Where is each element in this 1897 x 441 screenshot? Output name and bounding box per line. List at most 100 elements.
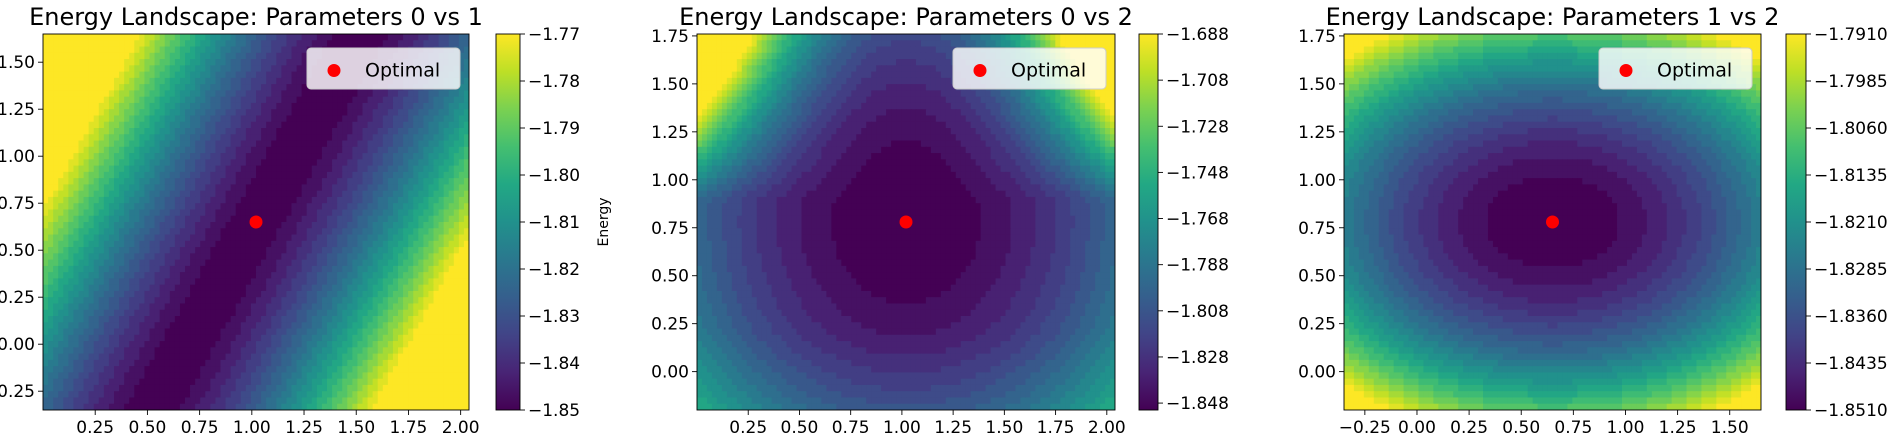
colorbar-tick-label: −1.708	[1166, 71, 1229, 91]
colorbar-tick-label: −1.8510	[1814, 401, 1888, 421]
colorbar-tick-label: −1.848	[1166, 394, 1229, 414]
colorbar-tick-label: −1.8435	[1814, 354, 1888, 374]
x-tick-label: 1.75	[390, 418, 428, 438]
colorbar-tick-label: −1.8285	[1814, 260, 1888, 280]
x-tick-label: 1.50	[1711, 418, 1749, 438]
chart-title: Energy Landscape: Parameters 0 vs 1	[29, 3, 483, 31]
colorbar-gradient	[496, 34, 520, 410]
y-tick-label: 0.50	[1298, 267, 1336, 287]
x-tick-label: −0.25	[1339, 418, 1391, 438]
y-axis: −0.25 0.00 0.25 0.50 0.75 1.00 1.25 1.50	[0, 53, 43, 402]
y-tick-label: −0.25	[0, 382, 35, 402]
colorbar: −1.688 −1.708 −1.728 −1.748 −1.768 −1.788 −1.8…	[1138, 25, 1229, 414]
x-tick-label: 1.25	[934, 418, 972, 438]
chart-title: Energy Landscape: Parameters 0 vs 2	[679, 3, 1133, 31]
x-axis: 0.25 0.50 0.75 1.00 1.25 1.50 1.75 2.00	[729, 410, 1126, 438]
colorbar-tick-label: −1.748	[1166, 163, 1229, 183]
x-tick-label: 1.25	[1659, 418, 1697, 438]
axes-frame	[696, 33, 1116, 411]
colorbar-tick-label: −1.788	[1166, 256, 1229, 276]
colorbar-gradient	[1139, 34, 1158, 410]
x-tick-label: 2.00	[442, 418, 480, 438]
legend-marker	[973, 64, 987, 77]
chart-panel-2: −0.25 0.00 0.25 0.50 0.75 1.00 1.25 1.50 0.00 0.2…	[1298, 3, 1888, 438]
legend-marker	[327, 64, 341, 77]
y-tick-label: 1.00	[651, 171, 689, 191]
legend-marker	[1619, 64, 1633, 77]
colorbar-frame	[1138, 33, 1159, 411]
y-tick-label: 1.50	[0, 53, 35, 73]
colorbar-tick-label: −1.85	[528, 401, 580, 421]
y-tick-label: 0.50	[0, 241, 35, 261]
colorbar-tick-label: −1.84	[528, 354, 580, 374]
x-tick-label: 1.75	[1037, 418, 1075, 438]
y-tick-label: 0.00	[1298, 363, 1336, 383]
y-tick-label: 1.25	[651, 123, 689, 143]
colorbar-tick-label: −1.81	[528, 213, 580, 233]
optimal-point	[1546, 215, 1559, 229]
colorbar-tick-label: −1.808	[1166, 302, 1229, 322]
colorbar-tick-label: −1.77	[528, 25, 580, 45]
x-tick-label: 0.50	[128, 418, 166, 438]
colorbar-tick-label: −1.79	[528, 119, 580, 139]
y-tick-label: 1.50	[651, 75, 689, 95]
y-tick-label: 0.75	[651, 219, 689, 239]
y-tick-label: 0.75	[0, 194, 35, 214]
chart-panel-0: 0.25 0.50 0.75 1.00 1.25 1.50 1.75 2.00 −0.25 0.0…	[0, 3, 612, 438]
colorbar-tick-label: −1.83	[528, 307, 580, 327]
axes-frame	[1343, 33, 1762, 411]
x-tick-label: 0.50	[1502, 418, 1540, 438]
x-tick-label: 0.50	[781, 418, 819, 438]
x-axis: −0.25 0.00 0.25 0.50 0.75 1.00 1.25 1.50	[1339, 410, 1749, 438]
colorbar-tick-label: −1.8360	[1814, 307, 1888, 327]
y-tick-label: 1.75	[651, 27, 689, 47]
x-tick-label: 0.25	[729, 418, 767, 438]
x-tick-label: 1.50	[337, 418, 375, 438]
colorbar-tick-label: −1.7910	[1814, 25, 1888, 45]
x-tick-label: 2.00	[1088, 418, 1126, 438]
colorbar-tick-label: −1.82	[528, 260, 580, 280]
x-tick-label: 0.75	[1554, 418, 1592, 438]
colorbar-gradient	[1786, 34, 1806, 410]
x-tick-label: 1.25	[285, 418, 323, 438]
x-tick-label: 1.00	[1607, 418, 1645, 438]
colorbar-tick-label: −1.728	[1166, 117, 1229, 137]
legend-box	[1598, 47, 1753, 90]
y-tick-label: 0.00	[0, 335, 35, 355]
legend: Optimal	[306, 47, 461, 90]
legend: Optimal	[1598, 47, 1753, 90]
y-tick-label: 0.75	[1298, 219, 1336, 239]
legend-label: Optimal	[365, 60, 440, 82]
y-axis: 0.00 0.25 0.50 0.75 1.00 1.25 1.50 1.75	[1298, 27, 1344, 383]
colorbar-tick-label: −1.8060	[1814, 119, 1888, 139]
y-tick-label: 1.00	[1298, 171, 1336, 191]
chart-title: Energy Landscape: Parameters 1 vs 2	[1326, 3, 1780, 31]
colorbar-tick-label: −1.7985	[1814, 72, 1888, 92]
colorbar-tick-label: −1.78	[528, 72, 580, 92]
axes-frame	[42, 33, 470, 411]
y-tick-label: 1.25	[1298, 123, 1336, 143]
y-tick-label: 0.25	[1298, 315, 1336, 335]
x-tick-label: 1.00	[883, 418, 921, 438]
x-tick-label: 0.00	[1398, 418, 1436, 438]
x-tick-label: 1.00	[233, 418, 271, 438]
colorbar-tick-label: −1.8210	[1814, 213, 1888, 233]
chart-panel-1: 0.25 0.50 0.75 1.00 1.25 1.50 1.75 2.00 0.00 0.25…	[651, 3, 1229, 438]
x-axis: 0.25 0.50 0.75 1.00 1.25 1.50 1.75 2.00	[76, 410, 480, 438]
y-tick-label: 1.00	[0, 147, 35, 167]
legend-box	[306, 47, 461, 90]
optimal-point	[249, 215, 263, 229]
colorbar: −1.77 −1.78 −1.79 −1.80 −1.81 −1.82 −1.83 −1.84…	[495, 25, 612, 421]
y-axis: 0.00 0.25 0.50 0.75 1.00 1.25 1.50 1.75	[651, 27, 697, 383]
x-tick-label: 0.75	[832, 418, 870, 438]
y-tick-label: 1.25	[0, 100, 35, 120]
x-tick-label: 0.75	[181, 418, 219, 438]
colorbar: −1.7910 −1.7985 −1.8060 −1.8135 −1.8210 −1.82…	[1785, 25, 1888, 421]
x-tick-label: 1.50	[985, 418, 1023, 438]
x-tick-label: 0.25	[76, 418, 114, 438]
optimal-point	[899, 215, 913, 229]
colorbar-tick-label: −1.80	[528, 166, 580, 186]
y-tick-label: 1.75	[1298, 27, 1336, 47]
legend: Optimal	[952, 47, 1107, 90]
